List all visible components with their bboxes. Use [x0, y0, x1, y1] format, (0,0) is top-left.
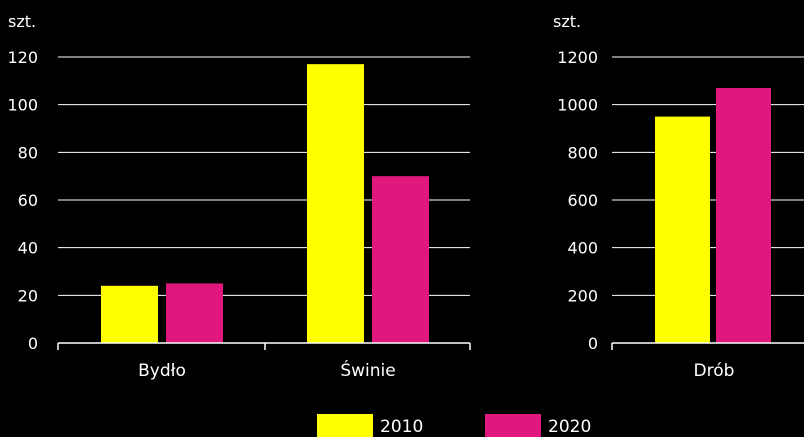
x-category-label: Bydło	[138, 361, 186, 381]
y-tick-label: 1000	[557, 96, 598, 115]
legend-label: 2020	[548, 417, 591, 437]
bar-2020-Bydło	[166, 283, 223, 343]
legend: 2010 2020	[317, 414, 591, 437]
y-tick-label: 80	[18, 143, 38, 162]
y-tick-label: 20	[18, 286, 38, 305]
y-tick-label: 100	[7, 96, 38, 115]
x-category-label: Drób	[694, 361, 735, 381]
y-tick-label: 120	[7, 48, 38, 67]
legend-label: 2010	[380, 417, 423, 437]
y-tick-label: 40	[18, 239, 38, 258]
y-tick-label: 0	[28, 334, 38, 353]
bar-2010-Drób	[655, 116, 710, 343]
bar-2010-Świnie	[307, 64, 364, 344]
legend-swatch-2010	[317, 414, 373, 437]
y-tick-label: 400	[567, 239, 598, 258]
bar-2020-Świnie	[372, 176, 429, 343]
bar-2020-Drób	[716, 87, 771, 343]
y-tick-label: 800	[567, 143, 598, 162]
y-tick-label: 200	[567, 286, 598, 305]
x-category-label: Świnie	[340, 359, 395, 381]
y-tick-label: 60	[18, 191, 38, 210]
legend-swatch-2020	[485, 414, 541, 437]
y-tick-label: 600	[567, 191, 598, 210]
y-tick-label: 1200	[557, 48, 598, 67]
chart-right: 0 200 400 600 800 1000 1200 szt. Drób	[553, 12, 804, 381]
y-unit-label: szt.	[553, 12, 581, 31]
y-unit-label: szt.	[8, 12, 36, 31]
chart-left: 0 20 40 60 80 100 120 szt. Bydło Świnie	[7, 12, 471, 381]
bar-2010-Bydło	[101, 285, 158, 343]
y-tick-label: 0	[588, 334, 598, 353]
